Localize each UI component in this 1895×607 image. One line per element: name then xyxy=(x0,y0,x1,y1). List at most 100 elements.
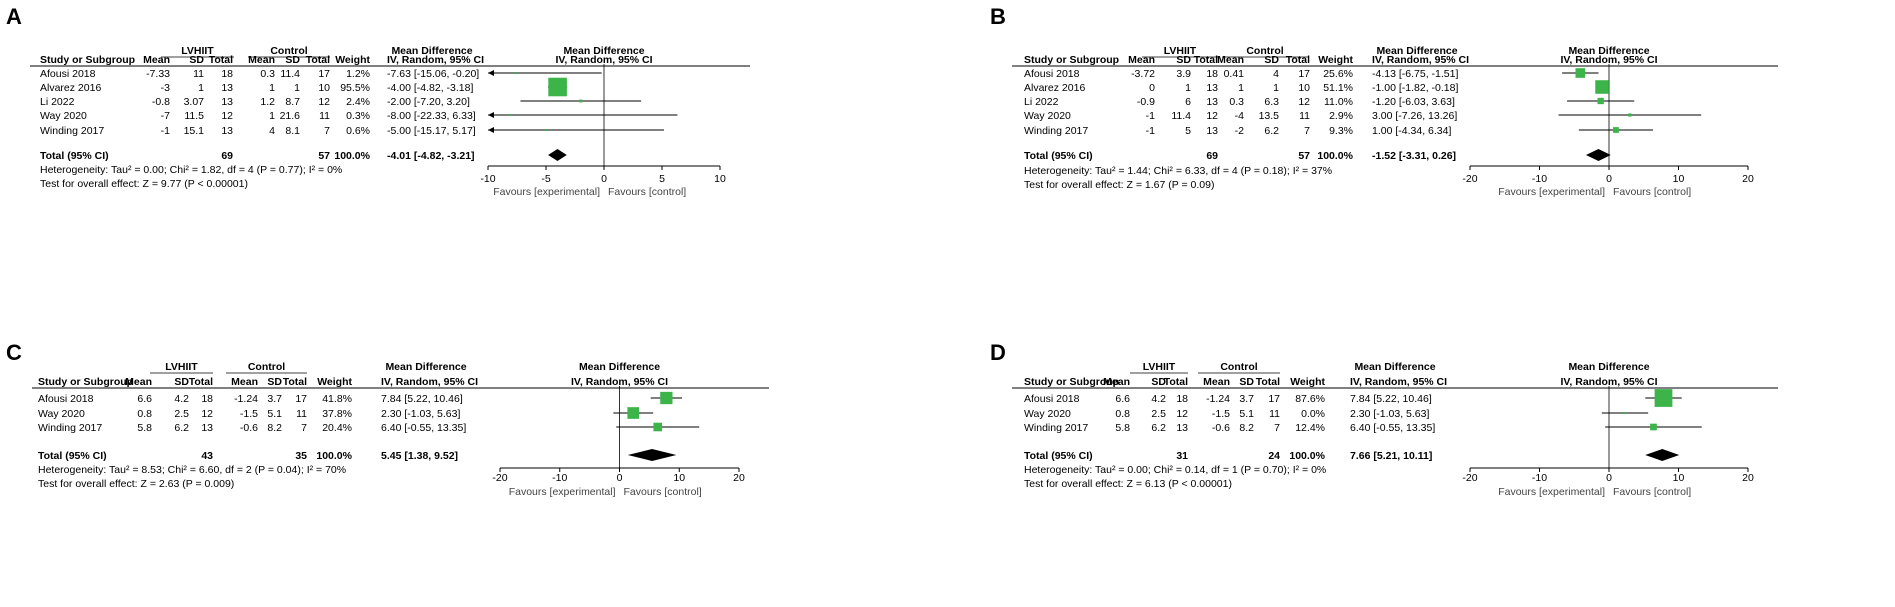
forest-plot-b: B LVHIIT Control Mean Difference Mean Differ… xyxy=(990,4,1778,198)
cell-weight: 95.5% xyxy=(340,82,370,94)
total-n-2: 24 xyxy=(1268,450,1280,462)
cell-total-1: 13 xyxy=(1206,96,1218,108)
panel-c: C LVHIIT Control Mean Difference Mean Differ… xyxy=(0,322,940,607)
cell-total-1: 18 xyxy=(201,393,213,405)
cell-mean-2: 1.2 xyxy=(260,96,275,108)
cell-sd-2: 1 xyxy=(1273,82,1279,94)
total-n-2: 35 xyxy=(295,450,307,462)
study-name: Way 2020 xyxy=(1024,408,1071,420)
total-ci: 7.66 [5.21, 10.11] xyxy=(1350,450,1432,462)
col-header-ci: IV, Random, 95% CI xyxy=(387,54,484,66)
col-header-total-1: Total xyxy=(209,54,233,66)
col-header-sd-2: SD xyxy=(267,376,282,388)
plot-header: Mean Difference xyxy=(563,45,644,57)
cell-mean-2: -0.6 xyxy=(1212,422,1230,434)
cell-sd-2: 6.2 xyxy=(1264,125,1279,137)
cell-mean-1: -0.9 xyxy=(1137,96,1155,108)
study-square xyxy=(548,77,567,97)
col-header-weight: Weight xyxy=(317,376,352,388)
study-square xyxy=(1597,97,1604,105)
cell-total-2: 11 xyxy=(296,408,307,420)
cell-weight: 0.0% xyxy=(1301,408,1325,420)
cell-weight: 0.6% xyxy=(346,125,370,137)
forest-plot-d: D LVHIIT Control Mean Difference Mean Differ… xyxy=(990,340,1778,498)
cell-mean-2: 1 xyxy=(1238,82,1244,94)
pooled-diamond xyxy=(627,449,677,461)
total-ci: -1.52 [-3.31, 0.26] xyxy=(1372,150,1456,162)
study-name: Way 2020 xyxy=(1024,110,1071,122)
cell-total-2: 10 xyxy=(1298,82,1310,94)
panel-label: B xyxy=(990,4,1006,29)
col-header-mean-1: Mean xyxy=(143,54,170,66)
cell-ci: -4.00 [-4.82, -3.18] xyxy=(387,82,473,94)
cell-mean-2: -1.24 xyxy=(1206,393,1230,405)
total-ci: -4.01 [-4.82, -3.21] xyxy=(387,150,475,162)
col-header-study: Study or Subgroup xyxy=(1024,54,1119,66)
favours-experimental: Favours [experimental] xyxy=(1498,486,1605,498)
cell-weight: 9.3% xyxy=(1329,125,1353,137)
cell-ci: -1.20 [-6.03, 3.63] xyxy=(1372,96,1455,108)
cell-sd-1: 1 xyxy=(1185,82,1191,94)
cell-mean-1: 6.6 xyxy=(137,393,152,405)
cell-weight: 2.4% xyxy=(346,96,370,108)
cell-ci: 6.40 [-0.55, 13.35] xyxy=(381,422,466,434)
total-n-1: 31 xyxy=(1176,450,1188,462)
cell-mean-1: -1 xyxy=(1146,125,1155,137)
plot-header-method: IV, Random, 95% CI xyxy=(1560,54,1657,66)
total-weight: 100.0% xyxy=(316,450,352,462)
total-label: Total (95% CI) xyxy=(1024,150,1093,162)
x-tick-label: 5 xyxy=(659,173,665,185)
group-header-experimental: LVHIIT xyxy=(1164,45,1197,57)
study-square xyxy=(660,391,673,405)
cell-sd-1: 4.2 xyxy=(1151,393,1166,405)
cell-total-2: 17 xyxy=(295,393,307,405)
study-name: Afousi 2018 xyxy=(1024,393,1080,405)
cell-total-1: 13 xyxy=(201,422,213,434)
col-header-sd-2: SD xyxy=(1239,376,1254,388)
group-header-experimental: LVHIIT xyxy=(165,361,198,373)
x-tick-label: 20 xyxy=(733,472,745,484)
study-square xyxy=(653,422,663,432)
study-square xyxy=(1623,412,1626,414)
cell-total-1: 13 xyxy=(1206,125,1218,137)
cell-sd-1: 15.1 xyxy=(184,125,205,137)
cell-mean-1: -1 xyxy=(161,125,170,137)
col-header-sd-2: SD xyxy=(1264,54,1279,66)
study-name: Way 2020 xyxy=(40,110,87,122)
study-name: Li 2022 xyxy=(40,96,75,108)
cell-total-2: 11 xyxy=(319,110,330,122)
cell-sd-1: 5 xyxy=(1185,125,1191,137)
cell-weight: 87.6% xyxy=(1295,393,1325,405)
forest-plot-a: A LVHIIT Control Mean Difference Mean Differ… xyxy=(6,4,750,198)
col-header-mean-1: Mean xyxy=(1103,376,1130,388)
overall-effect-text: Test for overall effect: Z = 2.63 (P = 0… xyxy=(38,478,234,490)
x-tick-label: 0 xyxy=(1606,173,1612,185)
cell-mean-1: 0.8 xyxy=(1115,408,1130,420)
cell-total-2: 11 xyxy=(1269,408,1280,420)
overall-effect-text: Test for overall effect: Z = 6.13 (P < 0… xyxy=(1024,478,1232,490)
cell-total-1: 13 xyxy=(221,125,233,137)
panel-d: D LVHIIT Control Mean Difference Mean Differ… xyxy=(990,322,1890,607)
col-header-ci: IV, Random, 95% CI xyxy=(1350,376,1447,388)
cell-mean-2: 1 xyxy=(269,110,275,122)
study-name: Winding 2017 xyxy=(40,125,104,137)
cell-sd-1: 6.2 xyxy=(1151,422,1166,434)
col-header-weight: Weight xyxy=(335,54,370,66)
col-header-ci: IV, Random, 95% CI xyxy=(1372,54,1469,66)
x-tick-label: -20 xyxy=(492,472,507,484)
cell-total-2: 7 xyxy=(1304,125,1310,137)
cell-total-1: 13 xyxy=(1206,82,1218,94)
heterogeneity-text: Heterogeneity: Tau² = 8.53; Chi² = 6.60,… xyxy=(38,464,346,476)
cell-mean-1: -3.72 xyxy=(1131,68,1155,80)
cell-total-2: 10 xyxy=(318,82,330,94)
col-header-sd-1: SD xyxy=(189,54,204,66)
favours-control: Favours [control] xyxy=(624,486,702,498)
cell-sd-2: 4 xyxy=(1273,68,1279,80)
study-name: Winding 2017 xyxy=(1024,422,1088,434)
col-header-mean-2: Mean xyxy=(1217,54,1244,66)
cell-sd-1: 1 xyxy=(198,82,204,94)
overall-effect-text: Test for overall effect: Z = 1.67 (P = 0… xyxy=(1024,179,1214,191)
study-square xyxy=(545,129,547,131)
cell-sd-2: 13.5 xyxy=(1259,110,1280,122)
cell-mean-2: 0.41 xyxy=(1224,68,1245,80)
